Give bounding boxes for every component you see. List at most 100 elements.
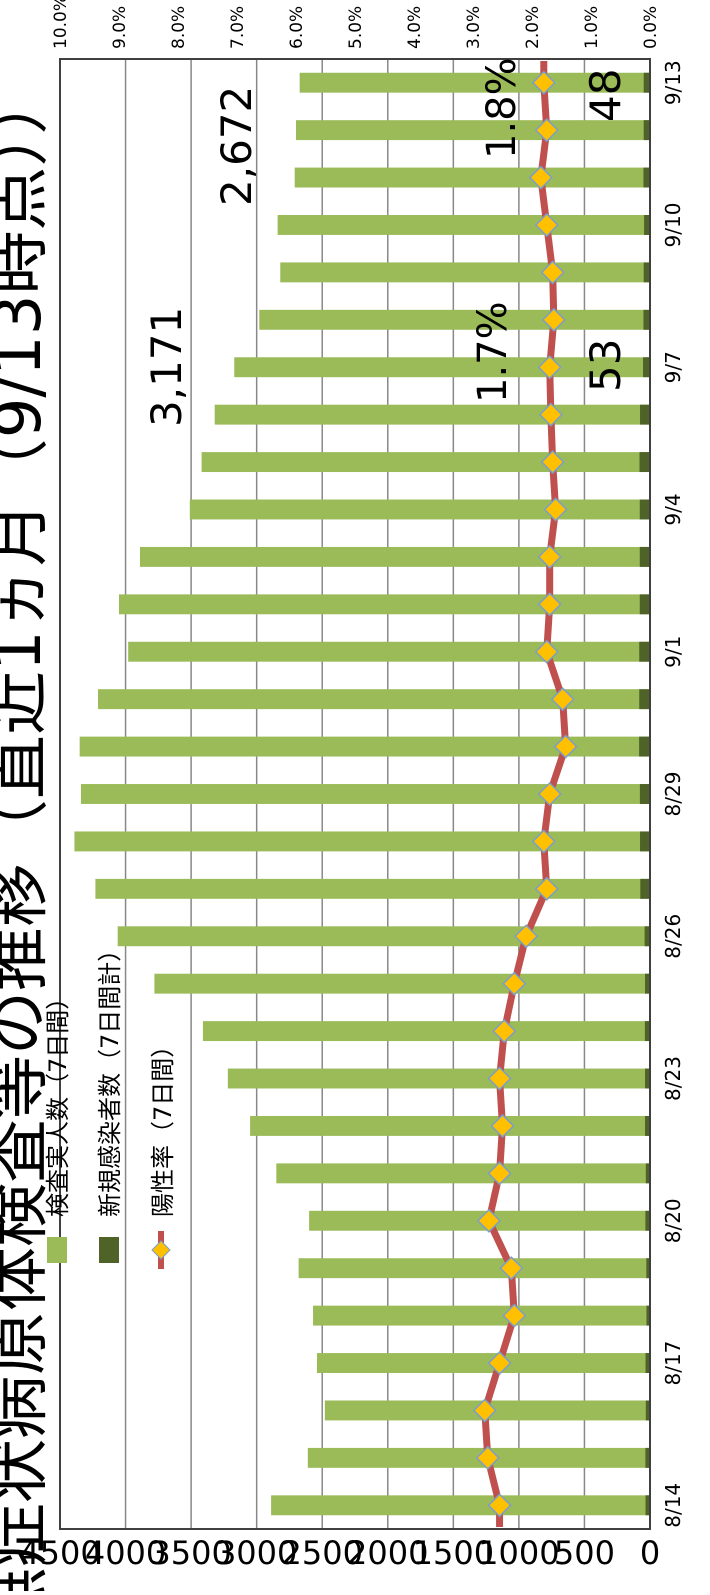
bar-cases-8/28 [640,831,651,852]
bar-tests-9/4 [189,499,651,520]
bar-tests-8/26 [117,926,650,947]
bar-cases-9/9 [643,262,650,283]
chart-title: 無症状病原体検査等の推移（直近1ヵ月（9/13時点）） [0,71,56,1591]
left-axis-tick-label: 1000 [478,1534,559,1572]
bar-cases-8/23 [645,1068,650,1089]
x-axis-tick-label: 9/10 [661,203,685,248]
bar-tests-9/12 [296,120,650,141]
left-axis-tick-label: 4500 [19,1534,100,1572]
bar-tests-8/21 [276,1163,650,1184]
left-axis-tick-label: 3000 [216,1534,297,1572]
right-axis-tick-label: 8.0% [169,6,189,49]
bar-cases-9/7 [643,357,650,378]
line-series [472,61,578,1527]
bar-cases-9/2 [639,594,650,615]
point-rate-9/7 [537,355,562,380]
bar-cases-9/8 [643,309,651,330]
left-axis-tick-label: 4000 [85,1534,166,1572]
point-rate-8/17 [487,1350,512,1376]
bar-cases-8/31 [639,689,651,710]
bar-cases-9/5 [639,452,650,473]
bar-tests-8/24 [202,1021,651,1042]
bar-cases-9/11 [643,167,651,188]
plot-frame [59,58,651,1530]
bar-cases-9/4 [639,499,650,520]
annotation-tests-9-13: 2,672 [212,86,261,206]
bar-tests-8/30 [79,736,650,757]
right-axis-tick-label: 3.0% [464,6,484,49]
bar-cases-8/20 [645,1210,651,1231]
right-axis-tick-label: 5.0% [346,6,366,49]
bar-tests-9/6 [214,404,650,425]
x-axis-tick-label: 9/13 [661,60,685,105]
right-axis-tick-label: 0.0% [641,6,661,49]
bar-tests-9/9 [280,262,650,283]
point-rate-9/10 [534,212,559,238]
point-rate-9/13 [531,70,556,95]
right-axis-tick-label: 6.0% [287,6,307,49]
point-rate-9/5 [540,449,565,475]
x-axis-tick-label: 8/26 [661,914,685,959]
bar-tests-8/28 [74,831,650,852]
bar-tests-9/8 [259,309,650,330]
annotation-rate-9-7: 1.7% [470,301,516,403]
bar-tests-9/10 [277,215,650,235]
left-axis-tick-label: 3500 [150,1534,231,1572]
point-rate-9/3 [537,544,562,569]
legend-swatch-cases [99,1237,119,1263]
bar-tests-8/31 [98,689,651,710]
x-axis-tick-label: 8/20 [661,1198,685,1243]
x-axis-tick-label: 9/4 [661,493,685,525]
point-rate-9/2 [537,592,562,617]
bar-cases-8/29 [639,784,650,804]
bar-tests-8/23 [227,1068,650,1089]
right-axis-tick-label: 1.0% [582,6,602,49]
legend-label-rate: 陽性率（7日間） [149,1034,177,1217]
bar-cases-8/30 [639,736,651,757]
bar-tests-9/1 [128,641,650,662]
point-rate-8/26 [514,924,539,949]
x-axis-tick-label: 9/7 [661,351,685,383]
annotation-tests-9-7: 3,171 [142,307,191,427]
point-rate-8/18 [502,1303,527,1328]
bar-tests-9/11 [294,167,650,188]
point-rate-8/16 [472,1398,497,1423]
bar-cases-9/13 [643,72,650,93]
bar-cases-8/26 [644,926,651,947]
point-rate-8/15 [475,1445,500,1470]
right-axis-tick-label: 7.0% [228,6,248,49]
bar-cases-8/16 [645,1400,650,1421]
point-rate-9/1 [534,639,559,664]
point-rate-9/12 [534,118,559,143]
bar-cases-8/22 [645,1115,650,1136]
bar-tests-9/2 [119,594,650,615]
bar-cases-8/21 [645,1163,650,1184]
bar-tests-9/13 [299,72,650,93]
bar-tests-9/3 [139,546,650,567]
legend: 検査実人数（7日間） 新規感染者数（7日間計） 陽性率（7日間） [44,938,177,1269]
x-axis-tick-label: 8/17 [661,1341,685,1386]
bar-tests-8/17 [316,1353,650,1373]
bar-cases-9/6 [640,404,651,425]
x-axis-tick-label: 8/29 [661,772,685,817]
x-axis-tick-label: 8/23 [661,1056,685,1101]
right-axis-tick-label: 4.0% [405,6,425,49]
left-axis-tick-label: 0 [640,1534,660,1572]
annotation-cases-9-13: 48 [581,69,630,122]
left-axis-tick-label: 2500 [282,1534,363,1572]
bar-cases-9/3 [639,546,650,567]
right-axis-tick-label: 10.0% [51,0,71,49]
right-axis-tick-label: 9.0% [110,6,130,49]
left-axis-tick-label: 1500 [413,1534,494,1572]
bar-tests-8/19 [298,1258,650,1279]
annotation-cases-9-7: 53 [581,339,630,392]
point-rate-8/29 [537,781,562,807]
point-rate-9/9 [540,260,565,285]
bar-cases-8/14 [645,1495,651,1516]
bar-cases-8/24 [644,1021,650,1042]
bar-tests-8/29 [80,784,650,804]
point-rate-9/6 [538,402,563,427]
bar-cases-8/25 [645,973,650,994]
point-rate-8/31 [550,687,575,712]
